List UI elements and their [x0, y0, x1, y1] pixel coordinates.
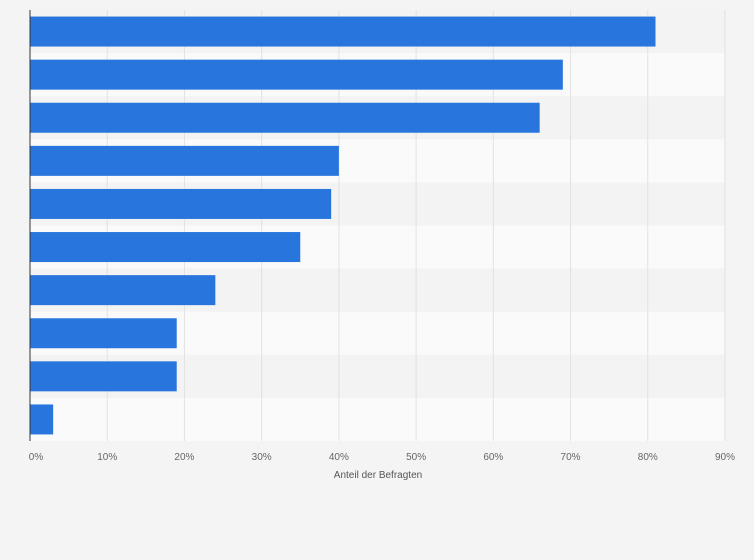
bar — [30, 16, 656, 47]
x-tick-label: 20% — [174, 452, 194, 463]
x-axis-tick-labels: 0% 10% 20% 30% 40% 50% 60% 70% 80% 90% — [29, 452, 735, 463]
x-axis-title: Anteil der Befragten — [334, 470, 422, 481]
bars — [30, 16, 656, 435]
bar — [30, 275, 216, 306]
x-tick-label: 80% — [638, 452, 658, 463]
bar — [30, 232, 301, 263]
bar — [30, 102, 540, 133]
bar — [30, 318, 177, 349]
x-tick-label: 90% — [715, 452, 735, 463]
bar — [30, 361, 177, 392]
bar — [30, 404, 54, 435]
x-tick-label: 70% — [561, 452, 581, 463]
x-tick-label: 0% — [29, 452, 44, 463]
x-tick-label: 10% — [97, 452, 117, 463]
bar — [30, 59, 563, 90]
bar — [30, 145, 339, 176]
row-band — [30, 397, 725, 441]
bar — [30, 188, 332, 219]
x-tick-label: 30% — [252, 452, 272, 463]
x-tick-label: 60% — [483, 452, 503, 463]
x-tick-label: 50% — [406, 452, 426, 463]
x-tick-label: 40% — [329, 452, 349, 463]
